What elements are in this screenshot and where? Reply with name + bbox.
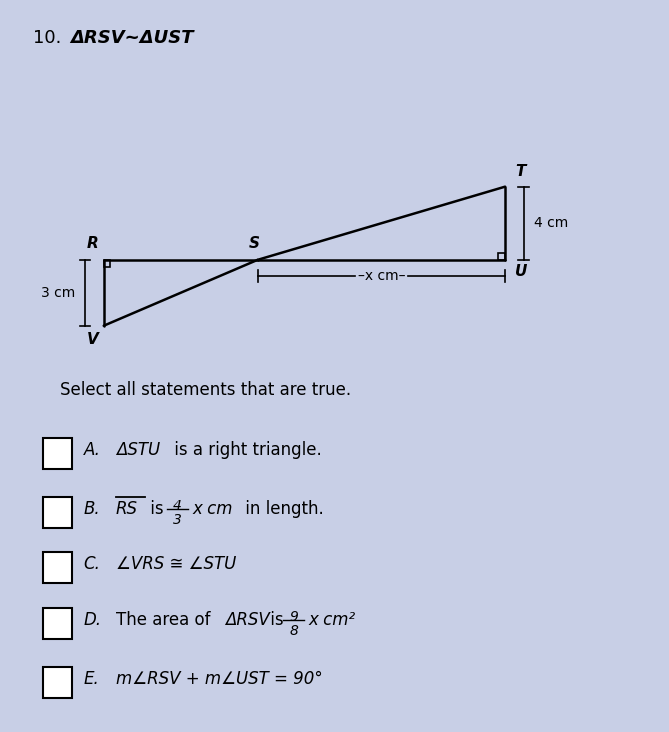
Text: V: V <box>86 332 98 346</box>
Text: ∠VRS ≅ ∠STU: ∠VRS ≅ ∠STU <box>116 555 236 573</box>
Bar <box>43 438 72 469</box>
Text: B.: B. <box>84 500 100 518</box>
Bar <box>43 667 72 698</box>
Text: A.: A. <box>84 441 100 460</box>
Bar <box>43 497 72 528</box>
Text: 8: 8 <box>289 624 298 638</box>
Bar <box>43 552 72 583</box>
Text: is: is <box>265 611 289 630</box>
Text: RS: RS <box>116 500 138 518</box>
Text: T: T <box>515 165 526 179</box>
Text: is a right triangle.: is a right triangle. <box>169 441 322 460</box>
Text: U: U <box>515 264 527 278</box>
Text: ΔRSV~ΔUST: ΔRSV~ΔUST <box>70 29 194 48</box>
Text: m∠RSV + m∠UST = 90°: m∠RSV + m∠UST = 90° <box>116 670 322 688</box>
Text: ΔRSV: ΔRSV <box>225 611 270 630</box>
Text: 10.: 10. <box>33 29 68 48</box>
Text: 3: 3 <box>173 513 182 527</box>
Text: x cm: x cm <box>192 500 233 518</box>
Text: 3 cm: 3 cm <box>41 285 75 300</box>
Text: Select all statements that are true.: Select all statements that are true. <box>60 381 351 399</box>
Bar <box>43 608 72 639</box>
Text: S: S <box>249 236 260 251</box>
Text: D.: D. <box>84 611 102 630</box>
Text: x cm²: x cm² <box>308 611 355 630</box>
Text: 9: 9 <box>289 610 298 624</box>
Text: –x cm–: –x cm– <box>357 269 405 283</box>
Text: 4 cm: 4 cm <box>534 216 568 231</box>
Text: 4: 4 <box>173 499 182 513</box>
Text: in length.: in length. <box>240 500 324 518</box>
Text: The area of: The area of <box>116 611 215 630</box>
Text: C.: C. <box>84 555 100 573</box>
Text: E.: E. <box>84 670 100 688</box>
Text: R: R <box>86 236 98 251</box>
Text: is: is <box>145 500 169 518</box>
Text: ΔSTU: ΔSTU <box>116 441 160 460</box>
